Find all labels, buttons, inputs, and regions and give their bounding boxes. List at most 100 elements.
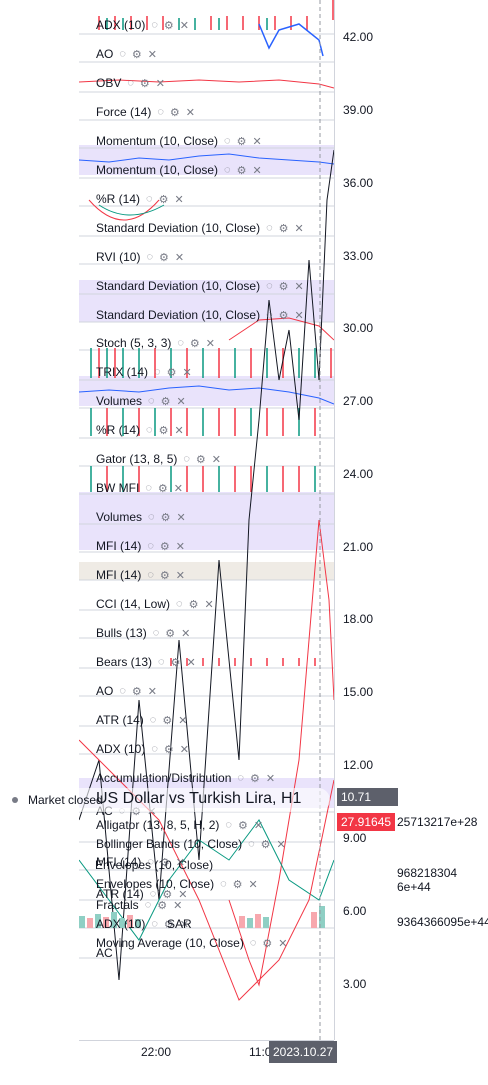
close-icon[interactable]: ✕: [252, 135, 262, 148]
close-icon[interactable]: ✕: [174, 424, 184, 437]
indicator-label[interactable]: Volumes ◌ ⚙ ✕: [96, 394, 186, 408]
close-icon[interactable]: ✕: [175, 569, 185, 582]
symbol-title[interactable]: US Dollar vs Turkish Lira, H1: [96, 790, 302, 807]
indicator-label[interactable]: SAR: [167, 917, 192, 931]
indicator-label[interactable]: Bulls (13) ◌ ⚙ ✕: [96, 626, 190, 640]
eye-off-icon[interactable]: ◌: [176, 598, 183, 610]
gear-icon[interactable]: ⚙: [157, 899, 168, 912]
gear-icon[interactable]: ⚙: [188, 598, 199, 611]
eye-off-icon[interactable]: ◌: [158, 656, 165, 668]
eye-off-icon[interactable]: ◌: [177, 337, 184, 349]
gear-icon[interactable]: ⚙: [163, 19, 174, 32]
close-icon[interactable]: ✕: [294, 280, 304, 293]
indicator-label[interactable]: %R (14) ◌ ⚙ ✕: [96, 423, 184, 437]
gear-icon[interactable]: ⚙: [262, 937, 273, 950]
close-icon[interactable]: ✕: [174, 251, 185, 264]
eye-off-icon[interactable]: ◌: [183, 453, 190, 465]
eye-off-icon[interactable]: ◌: [146, 251, 154, 263]
gear-icon[interactable]: ⚙: [260, 838, 271, 851]
gear-icon[interactable]: ⚙: [158, 193, 169, 206]
indicator-label[interactable]: Bollinger Bands (10, Close) ◌ ⚙ ✕: [96, 837, 286, 851]
indicator-label[interactable]: ATR (14) ◌ ⚙ ✕: [96, 887, 187, 901]
close-icon[interactable]: ✕: [265, 772, 276, 785]
close-icon[interactable]: ✕: [276, 838, 286, 851]
gear-icon[interactable]: ⚙: [189, 337, 200, 350]
gear-icon[interactable]: ⚙: [131, 48, 142, 61]
indicator-label[interactable]: Fractals ◌ ⚙ ✕: [96, 898, 182, 912]
close-icon[interactable]: ✕: [176, 395, 186, 408]
close-icon[interactable]: ✕: [253, 819, 264, 832]
price-axis[interactable]: 42.00 39.00 36.00 33.00 30.00 27.00 24.0…: [334, 0, 488, 1040]
eye-off-icon[interactable]: ◌: [127, 77, 134, 89]
eye-off-icon[interactable]: ◌: [248, 838, 255, 850]
indicator-label[interactable]: Momentum (10, Close) ◌ ⚙ ✕: [96, 163, 262, 177]
close-icon[interactable]: ✕: [204, 598, 214, 611]
gear-icon[interactable]: ⚙: [236, 164, 247, 177]
close-icon[interactable]: ✕: [179, 19, 189, 32]
gear-icon[interactable]: ⚙: [159, 251, 169, 264]
indicator-label[interactable]: Standard Deviation (10, Close) ◌ ⚙ ✕: [96, 221, 304, 235]
indicator-label[interactable]: Envelopes (10, Close): [95, 858, 213, 872]
gear-icon[interactable]: ⚙: [139, 77, 150, 90]
indicator-label[interactable]: Alligator (13, 8, 5, H, 2) ◌ ⚙ ✕: [96, 818, 263, 832]
eye-off-icon[interactable]: ◌: [225, 819, 232, 831]
indicator-label[interactable]: TRIX (14) ◌ ⚙ ✕: [96, 365, 192, 379]
close-icon[interactable]: ✕: [179, 918, 189, 931]
indicator-label[interactable]: Standard Deviation (10, Close) ◌ ⚙ ✕: [96, 308, 304, 322]
indicator-label[interactable]: CCI (14, Low) ◌ ⚙ ✕: [96, 597, 214, 611]
indicator-label[interactable]: AC: [96, 946, 113, 960]
indicator-label[interactable]: MFI (14) ◌ ⚙ ✕: [96, 568, 185, 582]
close-icon[interactable]: ✕: [175, 856, 185, 869]
close-icon[interactable]: ✕: [182, 366, 192, 379]
gear-icon[interactable]: ⚙: [157, 482, 168, 495]
close-icon[interactable]: ✕: [173, 482, 183, 495]
gear-icon[interactable]: ⚙: [163, 743, 174, 756]
gear-icon[interactable]: ⚙: [237, 819, 248, 832]
gear-icon[interactable]: ⚙: [162, 714, 173, 727]
close-icon[interactable]: ✕: [294, 222, 304, 235]
eye-off-icon[interactable]: ◌: [149, 888, 157, 900]
eye-off-icon[interactable]: ◌: [266, 222, 273, 234]
eye-off-icon[interactable]: ◌: [148, 395, 155, 407]
indicator-label[interactable]: %R (14) ◌ ⚙ ✕: [96, 192, 184, 206]
close-icon[interactable]: ✕: [175, 540, 185, 553]
close-icon[interactable]: ✕: [252, 164, 262, 177]
eye-off-icon[interactable]: ◌: [237, 772, 244, 784]
eye-off-icon[interactable]: ◌: [151, 743, 158, 755]
close-icon[interactable]: ✕: [176, 511, 186, 524]
indicator-label[interactable]: Force (14) ◌ ⚙ ✕: [96, 105, 195, 119]
eye-off-icon[interactable]: ◌: [266, 280, 273, 292]
indicator-label[interactable]: ADX (10) ◌ ⚙ ✕: [96, 18, 189, 32]
eye-off-icon[interactable]: ◌: [249, 937, 257, 949]
eye-off-icon[interactable]: ◌: [146, 193, 153, 205]
eye-off-icon[interactable]: ◌: [152, 627, 160, 639]
gear-icon[interactable]: ⚙: [165, 627, 176, 640]
close-icon[interactable]: ✕: [278, 937, 288, 950]
gear-icon[interactable]: ⚙: [162, 888, 173, 901]
eye-off-icon[interactable]: ◌: [147, 856, 154, 868]
eye-off-icon[interactable]: ◌: [220, 878, 227, 890]
time-axis[interactable]: 22:00 11:0 2023.10.27 20:00: [79, 1040, 338, 1081]
gear-icon[interactable]: ⚙: [195, 453, 206, 466]
close-icon[interactable]: ✕: [147, 685, 157, 698]
gear-icon[interactable]: ⚙: [170, 656, 181, 669]
indicator-label[interactable]: BW MFI ◌ ⚙ ✕: [96, 481, 183, 495]
close-icon[interactable]: ✕: [178, 714, 188, 727]
close-icon[interactable]: ✕: [205, 337, 216, 350]
close-icon[interactable]: ✕: [211, 453, 222, 466]
indicator-label[interactable]: Accumulation/Distribution ◌ ⚙ ✕: [96, 771, 275, 785]
gear-icon[interactable]: ⚙: [160, 511, 171, 524]
close-icon[interactable]: ✕: [185, 106, 195, 119]
gear-icon[interactable]: ⚙: [169, 106, 180, 119]
eye-off-icon[interactable]: ◌: [144, 899, 152, 911]
indicator-label[interactable]: Stoch (5, 3, 3) ◌ ⚙ ✕: [96, 336, 215, 350]
eye-off-icon[interactable]: ◌: [119, 48, 126, 60]
indicator-label[interactable]: Envelopes (10, Close) ◌ ⚙ ✕: [96, 877, 258, 891]
close-icon[interactable]: ✕: [173, 899, 183, 912]
indicator-label[interactable]: Momentum (10, Close) ◌ ⚙ ✕: [96, 134, 262, 148]
gear-icon[interactable]: ⚙: [159, 569, 170, 582]
eye-off-icon[interactable]: ◌: [146, 424, 153, 436]
indicator-label[interactable]: OBV ◌ ⚙ ✕: [96, 76, 165, 90]
eye-off-icon[interactable]: ◌: [147, 569, 154, 581]
close-icon[interactable]: ✕: [181, 627, 191, 640]
